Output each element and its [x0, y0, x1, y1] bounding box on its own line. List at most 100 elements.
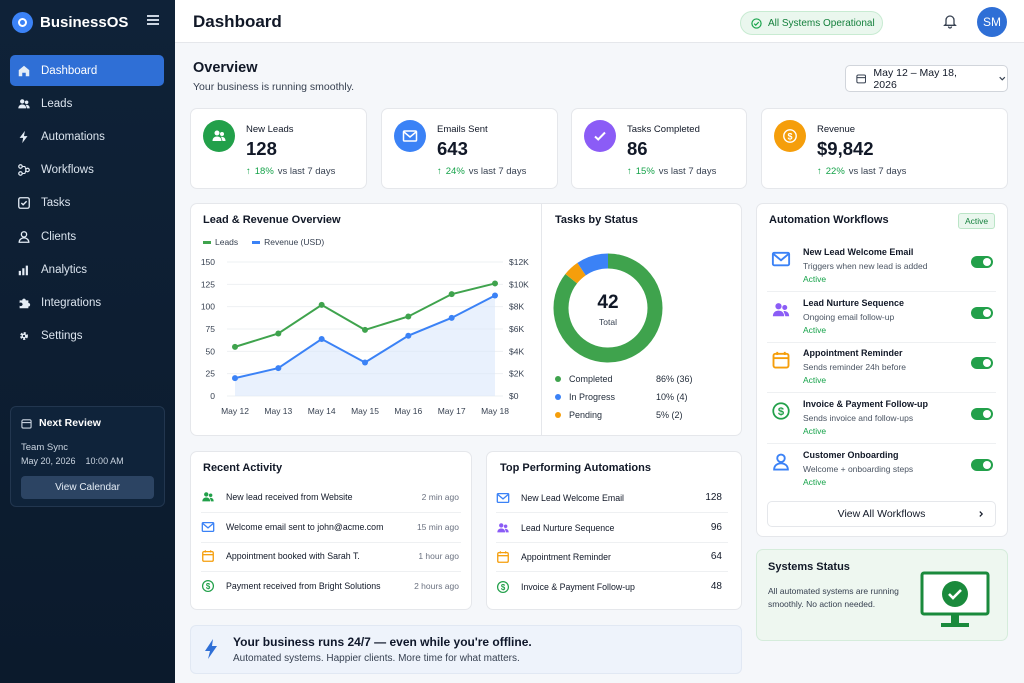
workflow-status: Active	[803, 274, 827, 284]
kpi-delta-value: 15%	[635, 166, 655, 177]
data-point-revenue	[318, 336, 325, 343]
workflow-status: Active	[803, 375, 827, 386]
activity-text: Payment received from Bright Solutions	[226, 580, 381, 591]
person-icon	[18, 230, 30, 243]
sidebar-item-analytics[interactable]: Analytics	[10, 254, 164, 285]
top-bar: Dashboard All Systems Operational SM	[175, 0, 1024, 43]
tasks-total: 42	[597, 292, 619, 313]
lightning-icon	[17, 130, 31, 144]
users-icon	[17, 97, 31, 111]
sidebar-item-label: Settings	[41, 330, 83, 343]
sidebar-item-tasks[interactable]: Tasks	[10, 188, 164, 219]
kpi-delta-value: 18%	[254, 166, 274, 177]
person-icon	[17, 230, 31, 244]
sidebar-item-label: Automations	[41, 130, 105, 143]
puzzle-icon	[19, 298, 31, 309]
activity-time: 2 hours ago	[414, 580, 459, 591]
tasks-total-label: Total	[599, 317, 617, 327]
workflow-name: Customer Onboarding	[803, 449, 899, 460]
workflow-toggle[interactable]	[971, 408, 993, 421]
activity-time: 15 min ago	[416, 521, 459, 532]
workflows-card	[756, 203, 1008, 537]
workflow-item[interactable]: Appointment Reminder Sends reminder 24h …	[767, 344, 996, 394]
sidebar-item-label: Workflows	[41, 164, 94, 177]
task-legend-item: In Progress 10% (4)	[555, 392, 695, 402]
workflow-item[interactable]: $ Invoice & Payment Follow-up Sends invo…	[767, 395, 996, 445]
kpi-icon-badge	[203, 120, 235, 152]
y-right-tick-label: $6K	[509, 324, 524, 334]
top-automations-title: Top Performing Automations	[500, 462, 651, 474]
kpi-delta-text: vs last 7 days	[658, 166, 717, 177]
systems-status-title: Systems Status	[768, 561, 850, 573]
bar-chart-icon	[18, 265, 28, 275]
kpi-delta-text: vs last 7 days	[848, 166, 907, 177]
legend-dot	[555, 412, 561, 418]
revenue-area	[235, 295, 495, 396]
dollar-icon: $	[496, 580, 510, 593]
kpi-delta: ↑ 22% vs last 7 days	[817, 166, 906, 177]
view-calendar-button[interactable]: View Calendar	[21, 476, 154, 499]
checkbox-icon	[18, 197, 30, 210]
kpi-delta-value: 22%	[825, 166, 845, 177]
sidebar-item-label: Dashboard	[41, 64, 98, 77]
x-tick-label: May 17	[438, 406, 466, 416]
person-icon	[773, 453, 789, 471]
dollar-icon: $	[201, 579, 215, 592]
sidebar-item-label: Leads	[41, 97, 73, 110]
logo-icon	[12, 11, 33, 33]
workflow-item[interactable]: Lead Nurture Sequence Ongoing email foll…	[767, 294, 996, 343]
workflow-toggle[interactable]	[971, 256, 993, 268]
kpi-delta-text: vs last 7 days	[277, 166, 336, 177]
envelope-icon	[496, 492, 510, 504]
workflow-item[interactable]: New Lead Welcome Email Triggers when new…	[767, 243, 996, 292]
workflow-toggle[interactable]	[971, 458, 993, 471]
workflow-status: Active	[803, 324, 827, 335]
review-date: May 20, 2026	[21, 456, 76, 466]
promo-banner	[190, 625, 742, 674]
users-icon	[18, 98, 30, 109]
y-left-tick-label: 0	[210, 391, 215, 401]
recent-activity-title: Recent Activity	[203, 462, 283, 474]
workflow-item[interactable]: Customer Onboarding Welcome + onboarding…	[767, 446, 996, 495]
sidebar-item-automations[interactable]: Automations	[10, 121, 164, 152]
brand[interactable]: BusinessOS	[12, 11, 128, 33]
workflow-desc: Sends reminder 24h before	[803, 362, 907, 373]
avatar[interactable]: SM	[977, 7, 1007, 37]
kpi-card-new-leads: New Leads 128 ↑ 18% vs last 7 days	[190, 108, 367, 189]
bell-icon[interactable]	[942, 13, 958, 29]
sidebar-item-label: Integrations	[41, 296, 102, 309]
menu-icon[interactable]	[147, 15, 159, 25]
kpi-label: Revenue	[817, 124, 856, 135]
activity-icon-wrap	[201, 490, 215, 507]
workflow-icon-wrap	[771, 300, 791, 323]
workflow-icon	[17, 163, 31, 177]
gear-icon	[20, 332, 28, 341]
system-status-badge[interactable]: All Systems Operational	[740, 11, 883, 35]
sidebar-item-workflows[interactable]: Workflows	[10, 155, 164, 186]
systems-status-text-2: smoothly. No action needed.	[768, 599, 876, 609]
svg-text:$: $	[787, 131, 792, 141]
sidebar-item-leads[interactable]: Leads	[10, 88, 164, 119]
activity-text: New lead received from Website	[226, 492, 353, 502]
trend-up-icon: ↑	[627, 166, 632, 177]
workflow-icon-wrap	[771, 249, 791, 272]
automation-icon-wrap: $	[496, 580, 510, 597]
view-all-workflows-button[interactable]: View All Workflows	[767, 501, 996, 527]
date-range-text: May 12 – May 18, 2026	[873, 66, 957, 91]
workflow-toggle[interactable]	[971, 357, 993, 370]
calendar-icon	[772, 352, 790, 369]
workflow-toggle[interactable]	[971, 306, 993, 319]
review-datetime: May 20, 2026 10:00 AM	[21, 456, 124, 466]
sidebar-item-dashboard[interactable]: Dashboard	[10, 55, 164, 86]
sidebar-item-clients[interactable]: Clients	[10, 221, 164, 252]
donut-slice-pending	[565, 262, 587, 284]
envelope-icon	[402, 130, 418, 142]
workflow-status: Active	[803, 426, 827, 437]
sidebar-item-settings[interactable]: Settings	[10, 321, 164, 352]
date-range-select[interactable]: May 12 – May 18, 2026	[845, 65, 1008, 92]
kpi-label: Tasks Completed	[627, 124, 700, 135]
sidebar-item-integrations[interactable]: Integrations	[10, 287, 164, 318]
banner-title: Your business runs 24/7 — even while you…	[233, 635, 532, 649]
automation-name: Lead Nurture Sequence	[521, 522, 615, 533]
banner-subtitle: Automated systems. Happier clients. More…	[233, 653, 520, 664]
